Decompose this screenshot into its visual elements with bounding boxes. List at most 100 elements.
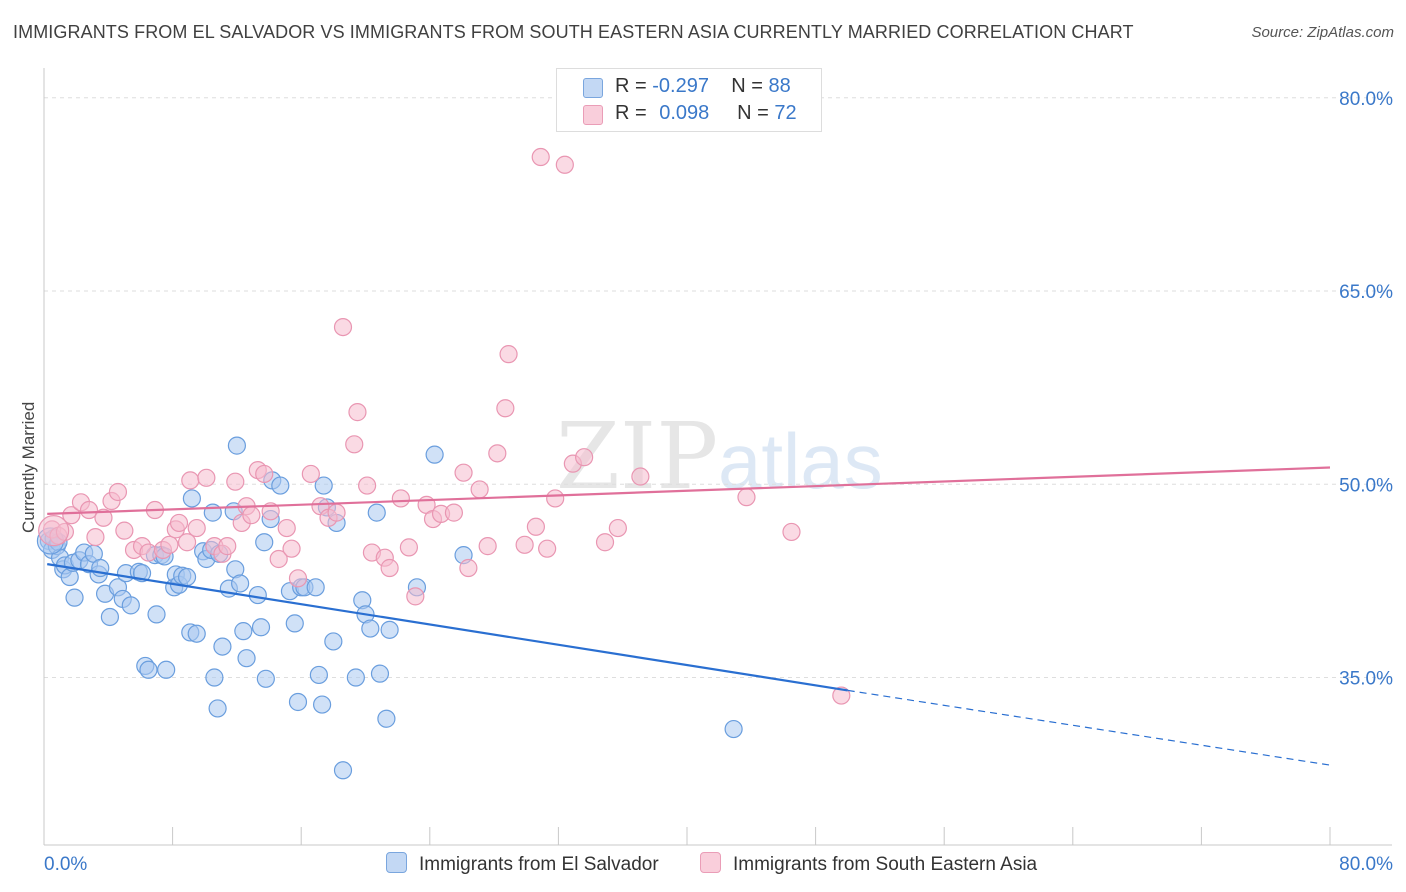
data-point xyxy=(301,464,320,484)
x-tick-label: 80.0% xyxy=(1339,854,1393,875)
data-point xyxy=(160,535,179,554)
data-point xyxy=(182,489,201,508)
data-point xyxy=(444,503,464,522)
data-point xyxy=(255,533,274,552)
legend-n-label: N = xyxy=(737,102,769,124)
data-point xyxy=(121,596,140,615)
data-point xyxy=(181,471,200,490)
data-point xyxy=(358,476,377,495)
data-point xyxy=(348,403,367,422)
data-point xyxy=(108,482,128,502)
data-point xyxy=(237,649,256,668)
legend-n-label: N = xyxy=(731,75,763,97)
series-legend-pink: Immigrants from South Eastern Asia xyxy=(700,852,1037,876)
data-point xyxy=(256,669,275,688)
data-point xyxy=(361,619,380,638)
data-point xyxy=(454,463,473,482)
trend-lines xyxy=(47,466,1331,766)
data-point xyxy=(205,668,224,687)
y-axis-label: Currently Married xyxy=(19,402,38,533)
data-point xyxy=(139,660,158,679)
data-point xyxy=(65,588,84,607)
data-point xyxy=(595,533,615,552)
data-point xyxy=(499,345,518,364)
data-point xyxy=(737,488,756,507)
data-point xyxy=(306,578,325,597)
series-legend-blue: Immigrants from El Salvador xyxy=(386,852,659,876)
legend-n-value-pink: 72 xyxy=(774,102,797,124)
data-point xyxy=(782,522,801,542)
data-point xyxy=(478,537,497,556)
data-point xyxy=(724,719,743,739)
series-legend-label-blue: Immigrants from El Salvador xyxy=(419,854,659,875)
data-point xyxy=(213,637,232,656)
legend-swatch-blue xyxy=(583,78,603,98)
data-point xyxy=(197,468,216,487)
trend-line-blue xyxy=(47,563,848,692)
data-point xyxy=(526,517,545,536)
data-point xyxy=(391,489,410,508)
data-point xyxy=(285,614,304,633)
data-point xyxy=(100,607,120,627)
data-point xyxy=(86,527,105,547)
data-point xyxy=(277,518,296,538)
data-point xyxy=(147,605,166,624)
y-tick-label: 35.0% xyxy=(1339,669,1393,690)
data-point xyxy=(575,448,594,467)
data-point xyxy=(38,515,70,547)
data-point xyxy=(282,539,301,558)
legend-r-value-pink: 0.098 xyxy=(659,102,710,124)
data-point xyxy=(346,668,365,687)
data-point xyxy=(177,533,197,552)
data-point xyxy=(515,535,534,554)
data-point xyxy=(377,709,396,728)
data-point xyxy=(399,538,419,557)
data-point xyxy=(187,624,206,643)
data-point xyxy=(251,618,271,637)
y-tick-label: 80.0% xyxy=(1339,89,1393,110)
data-point xyxy=(832,686,851,705)
data-point xyxy=(546,489,565,508)
data-point xyxy=(231,574,250,593)
data-point xyxy=(187,518,206,538)
series-legend-swatch-blue xyxy=(386,852,407,873)
data-point xyxy=(309,665,328,685)
data-point xyxy=(470,480,489,499)
data-point xyxy=(324,632,343,651)
data-point xyxy=(94,508,113,527)
data-point xyxy=(380,558,399,578)
chart-title: IMMIGRANTS FROM EL SALVADOR VS IMMIGRANT… xyxy=(13,22,1134,42)
data-point xyxy=(312,695,332,714)
data-point xyxy=(367,503,386,522)
data-point xyxy=(255,464,274,484)
series-el-salvador xyxy=(36,436,743,780)
data-point xyxy=(608,518,627,538)
data-point xyxy=(288,692,308,712)
data-point xyxy=(333,317,353,337)
data-point xyxy=(208,699,227,718)
data-point xyxy=(62,506,81,525)
data-point xyxy=(271,476,290,495)
data-point xyxy=(333,761,353,780)
source-label: Source: ZipAtlas.com xyxy=(1251,24,1394,41)
data-point xyxy=(631,467,650,486)
data-point xyxy=(406,587,425,606)
axes xyxy=(43,68,1392,846)
data-point xyxy=(227,436,246,455)
correlation-legend: R = -0.297 N = 88 R = 0.098 N = 72 xyxy=(556,68,822,132)
data-point xyxy=(218,537,237,556)
data-point xyxy=(459,558,478,578)
data-point xyxy=(248,585,267,605)
data-point xyxy=(177,567,197,587)
data-point xyxy=(555,155,574,174)
data-point xyxy=(531,147,550,167)
trend-line-pink xyxy=(47,466,1331,515)
data-point xyxy=(242,506,261,525)
data-point xyxy=(538,539,557,558)
data-point xyxy=(169,513,189,533)
grid-lines xyxy=(44,97,1392,679)
data-point xyxy=(327,503,346,522)
data-point xyxy=(79,500,99,520)
series-legend-swatch-pink xyxy=(700,852,721,873)
data-point xyxy=(226,472,245,491)
